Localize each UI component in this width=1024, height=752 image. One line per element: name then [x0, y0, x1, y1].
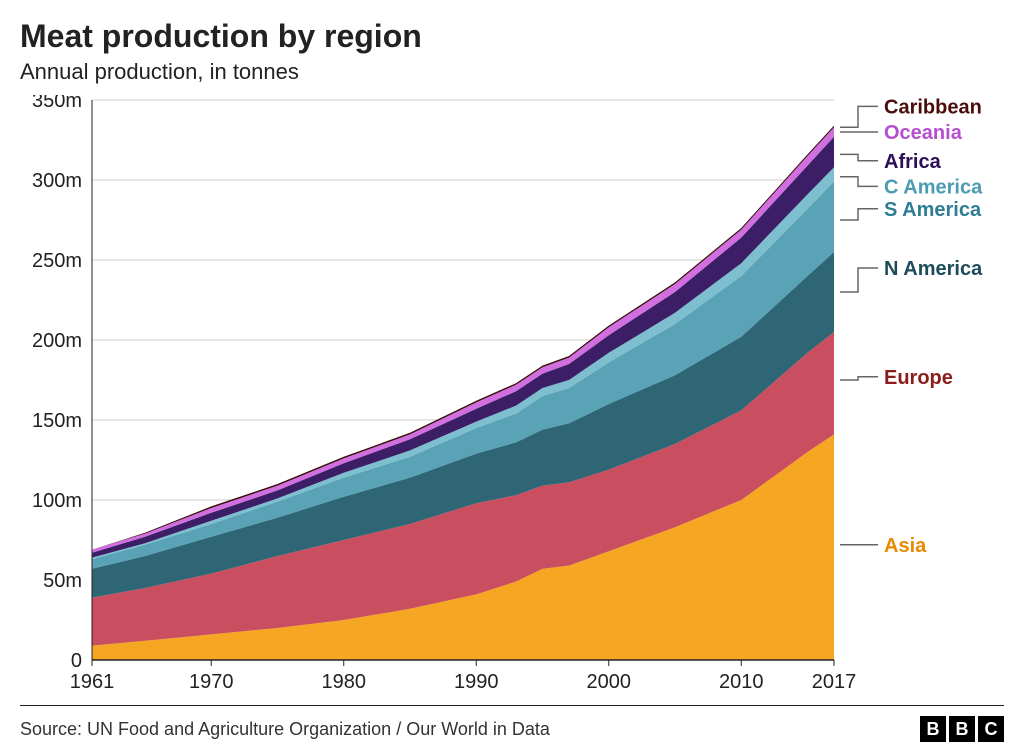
- chart-footer: Source: UN Food and Agriculture Organiza…: [20, 705, 1004, 742]
- svg-text:0: 0: [71, 650, 82, 672]
- chart-subtitle: Annual production, in tonnes: [20, 59, 1004, 85]
- svg-text:50m: 50m: [43, 570, 82, 592]
- svg-text:1961: 1961: [70, 671, 115, 693]
- legend-label: Caribbean: [884, 96, 982, 118]
- legend-label: C America: [884, 176, 983, 198]
- svg-text:100m: 100m: [32, 490, 82, 512]
- svg-text:1980: 1980: [322, 671, 367, 693]
- svg-text:2000: 2000: [587, 671, 632, 693]
- legend-label: N America: [884, 258, 983, 280]
- logo-letter: B: [949, 716, 975, 742]
- logo-letter: B: [920, 716, 946, 742]
- legend-label: Oceania: [884, 122, 963, 144]
- svg-text:350m: 350m: [32, 95, 82, 112]
- svg-text:150m: 150m: [32, 410, 82, 432]
- svg-text:1970: 1970: [189, 671, 234, 693]
- svg-text:200m: 200m: [32, 330, 82, 352]
- legend-label: Asia: [884, 535, 927, 557]
- svg-text:250m: 250m: [32, 250, 82, 272]
- area-chart: 0 50m 100m 150m 200m 250m 300m 350m 1961 1970 1980…: [20, 95, 1004, 695]
- logo-letter: C: [978, 716, 1004, 742]
- legend-label: Africa: [884, 151, 942, 173]
- svg-text:2017: 2017: [812, 671, 857, 693]
- svg-text:1990: 1990: [454, 671, 499, 693]
- chart-title: Meat production by region: [20, 18, 1004, 55]
- bbc-logo: B B C: [920, 716, 1004, 742]
- svg-text:2010: 2010: [719, 671, 764, 693]
- legend-label: Europe: [884, 367, 953, 389]
- svg-text:300m: 300m: [32, 170, 82, 192]
- chart-container: Meat production by region Annual product…: [0, 0, 1024, 752]
- source-text: Source: UN Food and Agriculture Organiza…: [20, 719, 550, 740]
- legend-label: S America: [884, 199, 982, 221]
